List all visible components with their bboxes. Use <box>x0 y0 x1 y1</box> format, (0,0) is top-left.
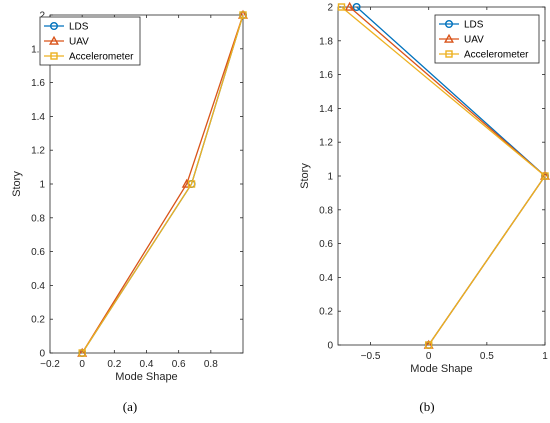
chart-2-data-point <box>344 1 355 11</box>
chart-1-legend-entry: LDS <box>69 22 89 33</box>
chart-2-y-axis-label: Story <box>299 163 311 189</box>
chart-2-y-tick-label: 1.6 <box>319 70 333 81</box>
chart-2-y-tick-label: 0.4 <box>319 273 333 284</box>
chart-2-caption: (b) <box>419 399 434 414</box>
chart-1-legend-marker <box>49 35 59 45</box>
chart-2-x-tick-label: 1 <box>542 351 548 362</box>
chart-1-data-point <box>78 349 86 357</box>
chart-2-x-tick-label: 0 <box>426 351 432 362</box>
chart-2-series-line <box>341 6 546 346</box>
chart-2-y-tick-label: 1.2 <box>319 138 333 149</box>
chart-1-x-tick-label: 0.4 <box>140 359 154 370</box>
chart-1-series-line <box>81 14 244 354</box>
chart-1-legend-entry: Accelerometer <box>69 52 134 63</box>
chart-2-legend-entry: UAV <box>464 35 484 46</box>
chart-1-y-axis-label: Story <box>11 171 23 197</box>
chart-1-y-tick-label: 0.2 <box>31 315 45 326</box>
chart-1-y-tick-label: 1.8 <box>31 44 45 55</box>
chart-1-panel: 00.20.40.60.811.21.41.61.82−0.2 0 0.2 0.4 0.… <box>11 9 248 414</box>
chart-1-y-tick-label: 0.6 <box>31 247 45 258</box>
chart-1-y-tick-label: 1.4 <box>31 112 45 123</box>
chart-2-legend-entry: Accelerometer <box>464 50 529 61</box>
chart-2-x-axis-label: Mode Shape <box>410 363 472 375</box>
chart-2-legend: LDS UAV Accelerometer <box>434 14 540 64</box>
chart-2-y-tick-label: 0.2 <box>319 307 333 318</box>
chart-2-y-tick-label: 0.6 <box>319 239 333 250</box>
chart-1-x-tick-label: 0 <box>79 359 85 370</box>
chart-1-y-tick-label: 1.2 <box>31 146 45 157</box>
chart-2-y-tick-label: 1 <box>327 172 333 183</box>
chart-2-x-tick-label: 0.5 <box>480 351 494 362</box>
chart-1-y-tick-label: 1.6 <box>31 78 45 89</box>
chart-2-y-tick-label: 1.8 <box>319 36 333 47</box>
chart-2-data-point <box>541 172 549 180</box>
chart-2-data-point <box>352 3 361 11</box>
chart-2-legend-entry: LDS <box>464 20 484 31</box>
chart-1-x-tick-label: −0.2 <box>40 359 60 370</box>
chart-1-series-line <box>81 14 244 354</box>
chart-1-legend-entry: UAV <box>69 37 89 48</box>
chart-1-legend-marker <box>50 22 59 31</box>
chart-2-x-tick-label: −0.5 <box>361 351 381 362</box>
chart-1-legend-marker <box>50 52 58 60</box>
chart-2-data-point <box>425 341 433 349</box>
chart-1-y-tick-label: 0.4 <box>31 281 45 292</box>
chart-1-y-tick-label: 0 <box>39 349 45 360</box>
chart-1-y-tick-label: 2 <box>39 11 45 22</box>
chart-2-panel: 0 0.2 0.4 0.6 0.8 1 1.2 1.4 1.6 1.8 2 −0.5 0 0.5 1 Mode… <box>299 1 550 414</box>
chart-2-legend-marker <box>445 20 454 29</box>
chart-1-data-point <box>187 180 196 188</box>
chart-2-y-tick-label: 2 <box>327 3 333 14</box>
chart-2-y-tick-label: 0 <box>327 341 333 352</box>
chart-2-data-point <box>337 3 346 11</box>
chart-1-caption: (a) <box>123 399 137 414</box>
chart-1-y-tick-label: 1 <box>39 180 45 191</box>
chart-2-legend-marker <box>445 50 453 58</box>
chart-1-x-axis-label: Mode Shape <box>115 371 177 383</box>
chart-1-x-tick-label: 0.8 <box>204 359 218 370</box>
chart-1-plot-area <box>49 14 244 354</box>
chart-1-legend: LDS UAV Accelerometer <box>39 16 141 66</box>
chart-1-series-accelerometer <box>78 11 247 357</box>
chart-2-y-tick-label: 1.4 <box>319 104 333 115</box>
chart-2-y-tick-label: 0.8 <box>319 205 333 216</box>
chart-2-series-accelerometer <box>337 3 549 349</box>
chart-1-y-tick-label: 0.8 <box>31 213 45 224</box>
chart-2-legend-marker <box>444 33 454 43</box>
chart-1-x-tick-label: 0.6 <box>172 359 186 370</box>
chart-1-data-point <box>239 11 247 19</box>
chart-1-x-tick-label: 0.2 <box>107 359 121 370</box>
